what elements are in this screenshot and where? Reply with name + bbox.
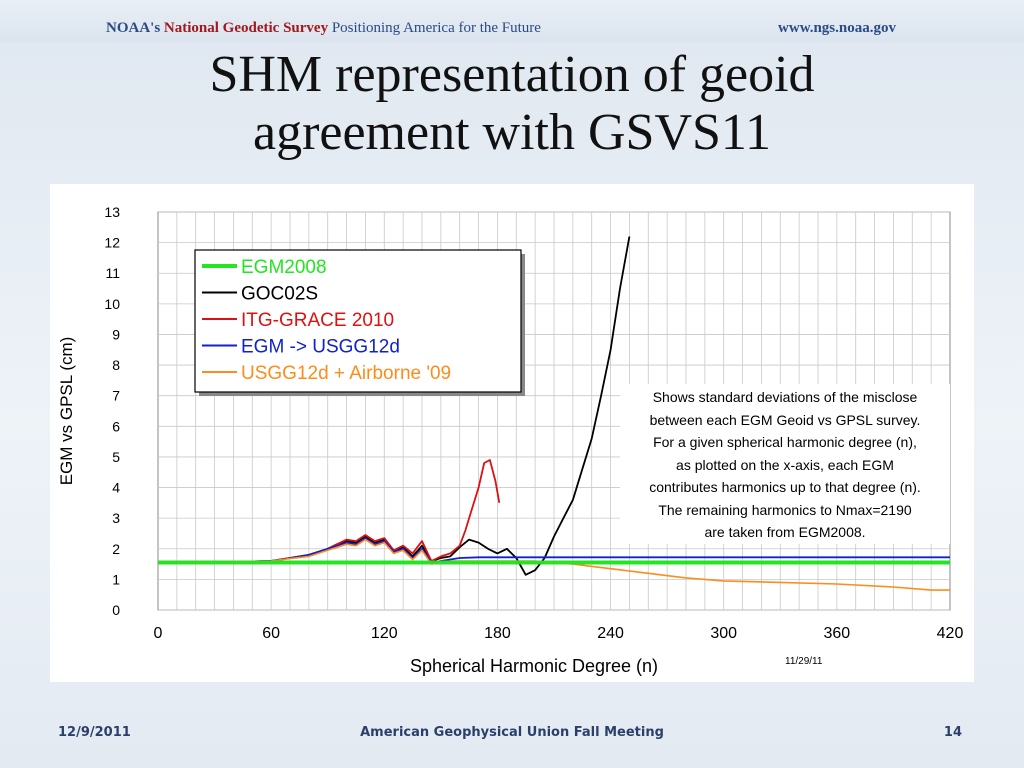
y-tick-label: 13 bbox=[104, 204, 120, 220]
footer-date: 12/9/2011 bbox=[58, 725, 131, 740]
annotation-line: as plotted on the x-axis, each EGM bbox=[676, 456, 894, 473]
y-tick-label: 7 bbox=[112, 388, 120, 404]
y-tick-label: 8 bbox=[112, 357, 120, 373]
header-url[interactable]: www.ngs.noaa.gov bbox=[778, 20, 896, 36]
slide-title: SHM representation of geoid agreement wi… bbox=[0, 46, 1024, 162]
x-tick-label: 420 bbox=[937, 625, 964, 642]
org-name: National Geodetic Survey bbox=[163, 20, 329, 36]
org-tagline: Positioning America for the Future bbox=[331, 20, 541, 36]
chart-annotation: Shows standard deviations of the misclos… bbox=[620, 384, 950, 544]
noaa-branding: NOAA's National Geodetic Survey Position… bbox=[106, 20, 541, 37]
legend-label: USGG12d + Airborne '09 bbox=[241, 363, 451, 384]
footer-page-number: 14 bbox=[943, 725, 962, 740]
y-axis-label: EGM vs GPSL (cm) bbox=[57, 337, 76, 486]
legend-label: EGM2008 bbox=[241, 257, 327, 278]
legend-box bbox=[194, 249, 522, 393]
slide-title-line1: SHM representation of geoid bbox=[209, 46, 815, 103]
series-line bbox=[157, 538, 950, 591]
chart-stamp: 11/29/11 bbox=[785, 656, 823, 667]
y-tick-label: 6 bbox=[112, 418, 120, 434]
slide-title-line2: agreement with GSVS11 bbox=[253, 104, 771, 161]
annotation-line: Shows standard deviations of the misclos… bbox=[652, 389, 918, 405]
annotation-line: between each EGM Geoid vs GPSL survey. bbox=[649, 411, 921, 428]
x-tick-label: 120 bbox=[371, 625, 398, 642]
x-tick-label: 240 bbox=[597, 625, 624, 642]
footer-event: American Geophysical Union Fall Meeting bbox=[360, 725, 664, 740]
legend-label: EGM -> USGG12d bbox=[241, 337, 400, 358]
x-tick-label: 60 bbox=[262, 625, 280, 642]
series-line bbox=[157, 537, 950, 564]
y-tick-label: 3 bbox=[112, 510, 120, 526]
annotation-line: are taken from EGM2008. bbox=[704, 524, 866, 540]
y-tick-label: 1 bbox=[112, 571, 120, 587]
y-tick-label: 5 bbox=[112, 449, 120, 465]
y-tick-label: 10 bbox=[104, 296, 120, 312]
y-tick-label: 0 bbox=[112, 602, 120, 618]
org-prefix: NOAA's bbox=[106, 20, 161, 36]
header-banner bbox=[0, 0, 1024, 42]
legend-label: ITG-GRACE 2010 bbox=[241, 310, 394, 331]
legend-label: GOC02S bbox=[241, 284, 318, 305]
x-tick-label: 180 bbox=[484, 625, 511, 642]
x-tick-label: 300 bbox=[710, 625, 737, 642]
x-axis-label: Spherical Harmonic Degree (n) bbox=[410, 656, 658, 676]
y-tick-label: 12 bbox=[104, 235, 120, 251]
chart-panel: 0 1 2 3 4 5 6 7 8 9 10 11 12 13 0 60 120 180 240 300 360 420 S… bbox=[50, 184, 974, 682]
y-tick-label: 9 bbox=[112, 326, 120, 342]
y-tick-label: 2 bbox=[112, 541, 120, 557]
annotation-line: contributes harmonics up to that degree … bbox=[649, 479, 921, 495]
y-tick-label: 4 bbox=[112, 480, 120, 496]
x-tick-label: 360 bbox=[824, 625, 851, 642]
x-tick-label: 0 bbox=[154, 625, 163, 642]
y-tick-label: 11 bbox=[105, 265, 120, 281]
annotation-line: The remaining harmonics to Nmax=2190 bbox=[658, 501, 912, 518]
annotation-line: For a given spherical harmonic degree (n… bbox=[653, 434, 917, 450]
